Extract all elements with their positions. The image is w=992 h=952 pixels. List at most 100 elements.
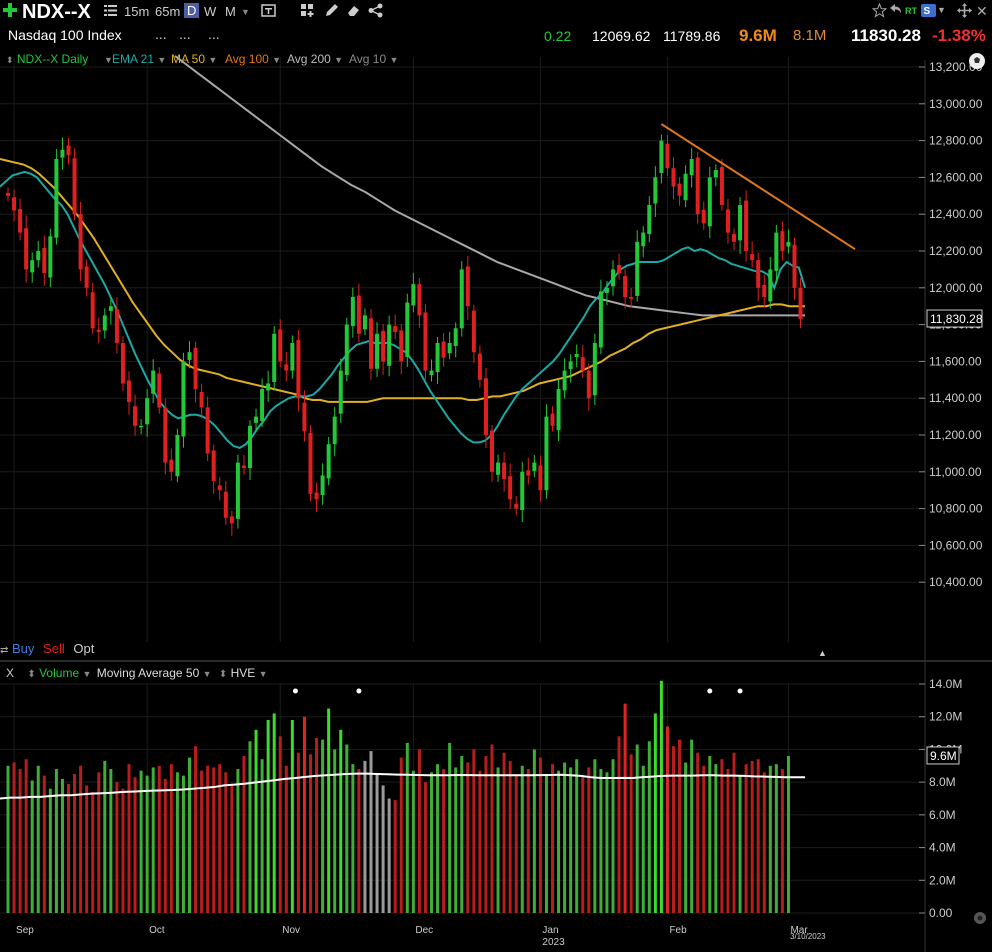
candle (762, 284, 767, 297)
timeframe-dropdown-icon[interactable]: ▼ (241, 7, 250, 17)
indicator-ema21-dropdown-icon[interactable]: ▼ (104, 55, 113, 65)
candle (205, 407, 210, 454)
trade-bar: ⇄ Buy Sell Opt (0, 641, 94, 656)
indicator-ndx-daily[interactable]: ⬍ NDX--X Daily (6, 52, 89, 66)
volume-bar (290, 719, 294, 913)
candle (169, 459, 174, 472)
collapse-arrow-icon[interactable]: ▲ (818, 648, 827, 658)
hve-label[interactable]: HVE (230, 666, 256, 680)
sell-button[interactable]: Sell (43, 641, 65, 656)
list-icon[interactable] (103, 3, 118, 18)
grid-add-icon[interactable] (300, 3, 315, 18)
trade-expand-icon[interactable]: ⇄ (0, 645, 9, 656)
candle (145, 398, 150, 425)
candle (133, 406, 138, 426)
star-icon[interactable] (872, 3, 887, 18)
price-tick-label: 10,800.00 (929, 502, 983, 516)
eraser-icon[interactable] (346, 3, 361, 18)
volume-bar (490, 744, 494, 913)
move-icon[interactable] (957, 3, 972, 18)
ema21-line (0, 170, 806, 449)
volume-bar (738, 775, 742, 913)
candle (774, 232, 779, 271)
volume-bar (91, 791, 95, 913)
candle (447, 343, 452, 354)
x-tick-label: Dec (415, 925, 433, 936)
menu-dots[interactable]: ... (208, 26, 220, 42)
options-button[interactable]: Opt (73, 641, 95, 656)
candle (223, 491, 228, 518)
x-tick-label: Nov (282, 925, 300, 936)
volume-bar (151, 767, 155, 913)
candle (387, 324, 392, 366)
indicator-avg100[interactable]: Avg 100 ▼ (225, 52, 282, 66)
volume-bar (423, 782, 427, 913)
candle (556, 389, 561, 431)
candle (72, 158, 77, 215)
text-tool-icon[interactable] (261, 3, 276, 18)
volume-bar (672, 746, 675, 913)
candle (338, 370, 343, 414)
scale-settings-icon[interactable] (973, 911, 987, 925)
volume-ma-label[interactable]: Moving Average 50 (96, 666, 200, 680)
buy-button[interactable]: Buy (12, 641, 35, 656)
volume-bar (726, 769, 730, 913)
candle (235, 462, 240, 519)
volume-bar (538, 757, 542, 913)
hve-marker (707, 688, 713, 694)
timeframe-65m[interactable]: 65m (155, 4, 181, 19)
volume-bar (641, 765, 645, 913)
volume-bar (762, 772, 766, 913)
menu-dots[interactable]: ... (179, 26, 191, 42)
candle (653, 177, 658, 204)
volume-close-button[interactable]: X (6, 666, 15, 680)
timeframe-w[interactable]: W (204, 4, 217, 19)
symbol-title[interactable]: NDX--X (22, 1, 91, 23)
indicator-avg200[interactable]: Avg 200 ▼ (287, 52, 344, 66)
timeframe-15m[interactable]: 15m (124, 4, 150, 19)
volume-label[interactable]: Volume (39, 666, 80, 680)
volume-bar (181, 775, 185, 913)
volume-bar (599, 769, 603, 913)
indicator-ma50[interactable]: MA 50 ▼ (171, 52, 218, 66)
share-icon[interactable] (368, 3, 383, 18)
volume-bar (635, 744, 639, 913)
settings-dropdown-icon[interactable]: ▼ (937, 5, 946, 15)
close-icon[interactable]: ✕ (976, 3, 988, 19)
indicator-avg10[interactable]: Avg 10 ▼ (349, 52, 399, 66)
x-tick-label: Mar (790, 925, 808, 936)
candle (429, 370, 434, 376)
pencil-icon[interactable] (324, 3, 339, 18)
volume-bar (454, 767, 458, 913)
x-tick-label: Feb (669, 925, 687, 936)
share-icon[interactable] (888, 3, 903, 18)
price-tick-label: 10,400.00 (929, 575, 983, 589)
candle (362, 315, 367, 330)
volume-bar (472, 749, 476, 913)
candle (266, 383, 271, 391)
indicator-ema21[interactable]: EMA 21 ▼ (112, 52, 167, 66)
settings-badge-icon[interactable]: S (921, 3, 936, 18)
timeframe-m[interactable]: M (225, 4, 236, 19)
soccer-ball-icon[interactable] (968, 52, 986, 70)
volume-dropdown-icon[interactable]: ▼ (82, 669, 92, 679)
candle (90, 292, 95, 329)
candle (187, 352, 192, 360)
candle (750, 253, 755, 261)
add-symbol-icon[interactable] (2, 2, 18, 18)
volume-bar (194, 746, 198, 913)
candle (423, 312, 428, 371)
quote-pct-change: -1.38% (932, 26, 986, 45)
price-tick-label: 12,000.00 (929, 281, 983, 295)
candle (623, 276, 628, 297)
volume-tick-label: 12.0M (929, 710, 962, 724)
candle (701, 209, 706, 224)
volume-bar (145, 775, 149, 913)
price-tick-label: 12,200.00 (929, 244, 983, 258)
menu-dots[interactable]: ... (155, 26, 167, 42)
volume-bar (175, 772, 179, 913)
candle (459, 269, 464, 329)
timeframe-d[interactable]: D (184, 3, 200, 18)
volume-bar (684, 762, 688, 913)
